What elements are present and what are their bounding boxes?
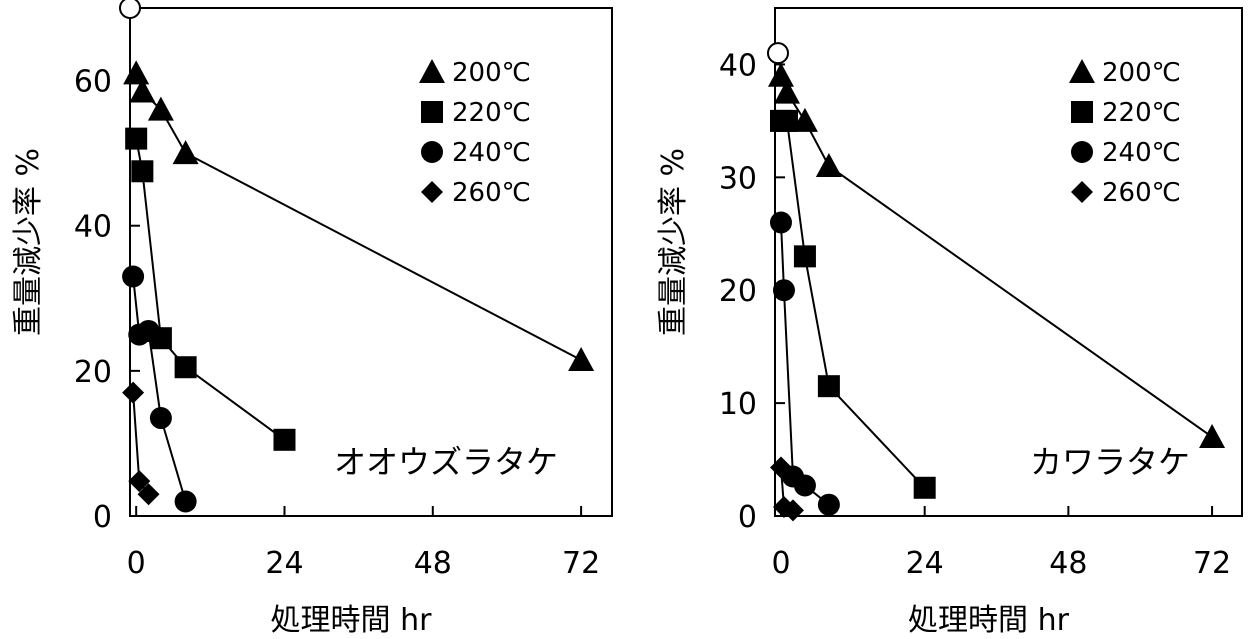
data-point-triangle [791, 107, 818, 132]
chart-panel-left: 0 24 48 72 0 20 40 60 処理時間 hr 重量減少率 % 200℃ 220℃ 240℃… [11, 0, 613, 638]
legend-label: 220℃ [1102, 98, 1181, 128]
y-tick-label: 40 [719, 48, 757, 83]
plot-frame [129, 7, 613, 517]
legend-marker-square [421, 101, 443, 123]
legend-label: 200℃ [452, 58, 531, 88]
data-point-diamond [128, 470, 151, 493]
x-tick-label: 0 [127, 546, 146, 581]
data-point-square [174, 356, 197, 379]
series-line-circle [132, 276, 187, 502]
x-tick-label: 48 [1049, 546, 1087, 581]
legend-marker-square [1071, 101, 1093, 123]
x-axis-label: 処理時間 hr [271, 603, 433, 638]
data-point-circle [149, 407, 172, 430]
y-tick-label: 20 [719, 274, 757, 309]
y-tick-label: 60 [74, 65, 112, 100]
data-point-circle [793, 474, 816, 497]
data-point-square [775, 109, 798, 132]
y-tick-label: 0 [93, 500, 112, 535]
data-point-square [131, 160, 154, 183]
data-point-circle [769, 211, 792, 234]
initial-point-marker [119, 0, 141, 19]
chart-panel-right: 0 24 48 72 0 10 20 30 40 処理時間 hr 重量減少率 % 200℃ 220℃ 24… [656, 7, 1243, 638]
y-axis-label: 重量減少率 % [656, 148, 691, 336]
legend-label: 200℃ [1102, 58, 1181, 88]
y-tick-label: 20 [74, 355, 112, 390]
data-point-square [273, 428, 296, 451]
data-point-triangle [767, 62, 794, 87]
data-point-circle [137, 319, 160, 342]
y-tick-label: 40 [74, 210, 112, 245]
data-point-circle [772, 279, 795, 302]
initial-point-marker [766, 42, 789, 65]
x-tick-label: 24 [265, 546, 303, 581]
data-point-diamond [137, 483, 160, 506]
data-point-circle [122, 265, 145, 288]
legend-label: 240℃ [452, 138, 531, 168]
legend-label: 220℃ [452, 98, 531, 128]
y-tick-label: 10 [719, 387, 757, 422]
data-point-circle [174, 490, 197, 513]
legend-label: 240℃ [1102, 138, 1181, 168]
data-point-triangle [123, 60, 150, 85]
data-point-triangle [815, 153, 842, 178]
data-point-triangle [129, 78, 156, 103]
data-point-diamond [769, 456, 792, 479]
legend-marker-diamond [421, 181, 443, 203]
series-line-square [780, 119, 926, 489]
x-tick-label: 0 [771, 546, 790, 581]
y-axis-label: 重量減少率 % [11, 148, 46, 336]
data-point-triangle [172, 140, 199, 165]
legend-marker-triangle [1069, 59, 1095, 83]
legend-marker-circle [1071, 141, 1093, 163]
plot-frame [774, 7, 1243, 517]
data-point-triangle [773, 79, 800, 104]
species-annotation: カワラタケ [1030, 443, 1190, 481]
data-point-square [817, 375, 840, 398]
data-point-square [913, 476, 936, 499]
y-tick-label: 30 [719, 161, 757, 196]
species-annotation: オオウズラタケ [334, 443, 558, 481]
data-point-diamond [781, 499, 804, 522]
y-tick-label: 0 [738, 500, 757, 535]
legend-label: 260℃ [1102, 178, 1181, 208]
series-line-triangle [780, 75, 1213, 438]
x-tick-label: 24 [906, 546, 944, 581]
data-point-triangle [1199, 423, 1226, 448]
data-point-triangle [568, 346, 595, 371]
x-tick-label: 48 [414, 546, 452, 581]
data-point-square [793, 245, 816, 268]
x-tick-label: 72 [562, 546, 600, 581]
legend-label: 260℃ [452, 178, 531, 208]
x-axis-label: 処理時間 hr [908, 603, 1070, 638]
data-point-square [125, 127, 148, 150]
data-point-triangle [147, 96, 174, 121]
x-tick-label: 72 [1193, 546, 1231, 581]
legend-marker-diamond [1071, 181, 1093, 203]
legend-marker-triangle [419, 59, 445, 83]
data-point-circle [817, 493, 840, 516]
legend-marker-circle [421, 141, 443, 163]
data-point-diamond [122, 381, 145, 404]
